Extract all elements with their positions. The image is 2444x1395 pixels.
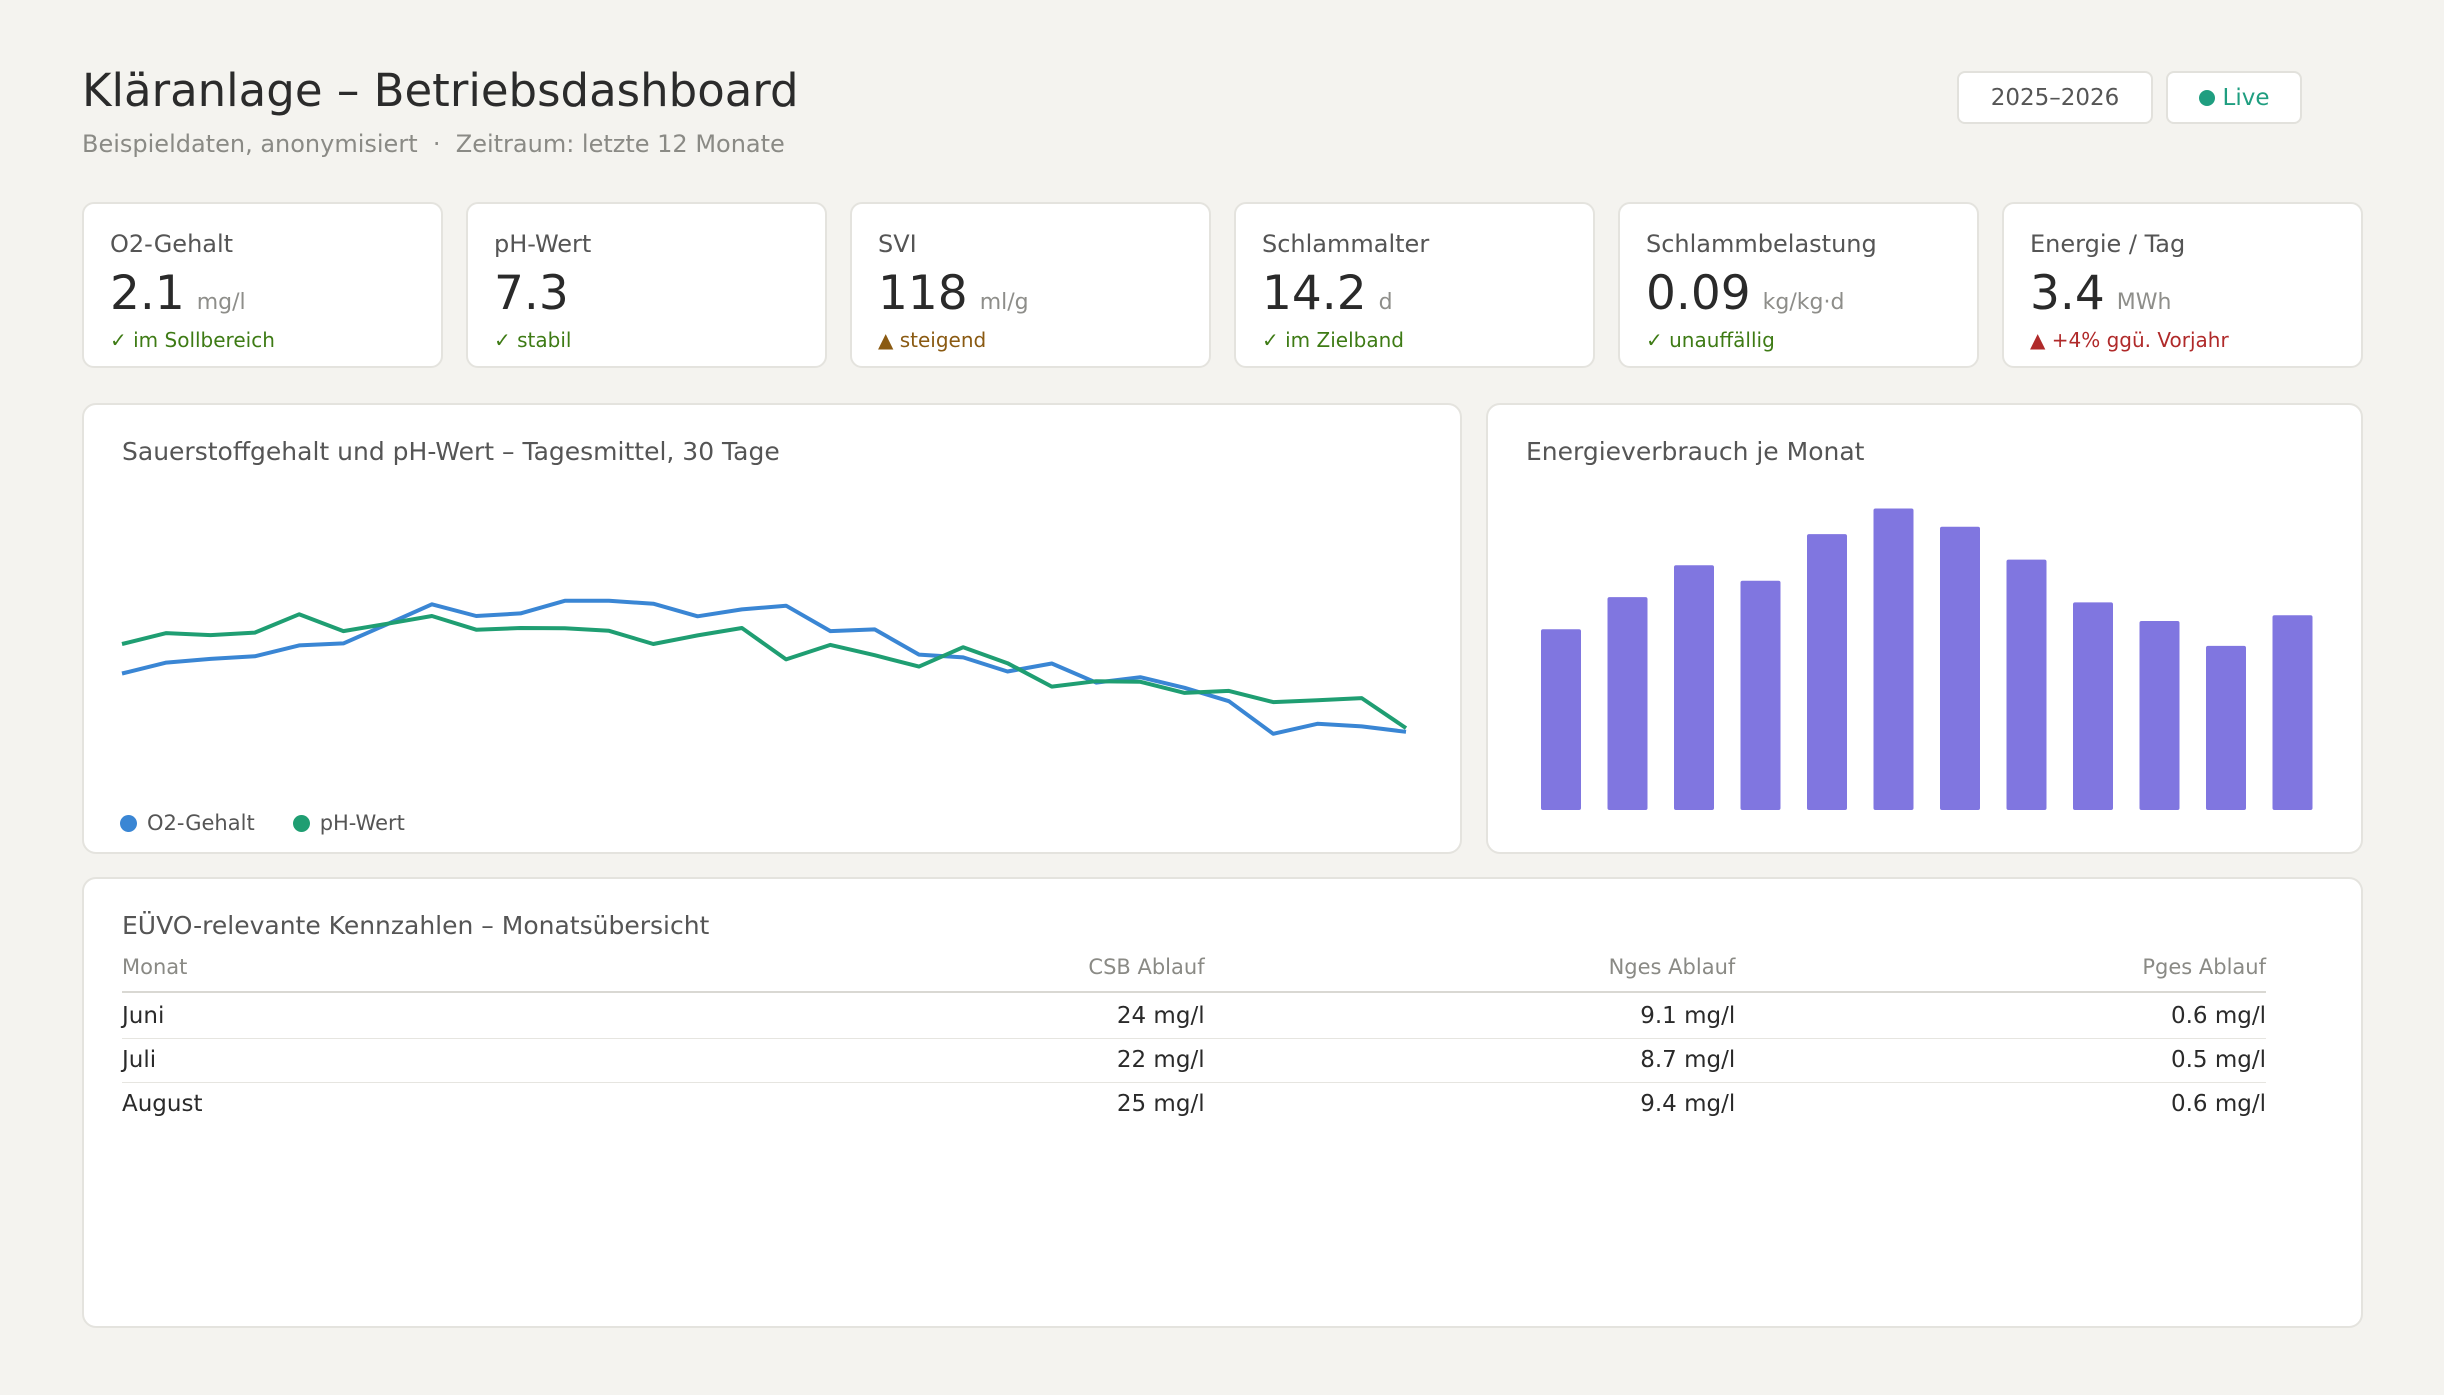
- bar-month-8: [2006, 559, 2047, 810]
- table-header-row: Monat CSB Ablauf Nges Ablauf Pges Ablauf: [122, 955, 2266, 993]
- period-label: 2025–2026: [1990, 84, 2120, 111]
- table-cell: 9.1 mg/l: [1204, 991, 1736, 1039]
- legend-item-o2: O2-Gehalt: [120, 811, 255, 835]
- table-cell: Juni: [122, 991, 667, 1039]
- kpi-card-svi: SVI 118 ml/g ▲ steigend: [850, 202, 1211, 368]
- table-cell: 0.6 mg/l: [2170, 1091, 2266, 1117]
- legend-item-ph: pH-Wert: [292, 811, 405, 835]
- kpi-label: SVI: [878, 230, 917, 258]
- legend-label: O2-Gehalt: [147, 811, 255, 835]
- table-cell: Juli: [122, 1038, 667, 1083]
- kpi-value: 14.2: [1262, 266, 1367, 321]
- kpi-status: ✓ im Sollbereich: [110, 328, 275, 352]
- bar-month-9: [2073, 602, 2113, 810]
- kpi-card-schlammbelastung: Schlammbelastung 0.09 kg/kg·d ✓ unauffäll…: [1618, 202, 1979, 368]
- page-title: Kläranlage – Betriebsdashboard: [82, 64, 799, 117]
- kpi-card-ph: pH-Wert 7.3 ✓ stabil: [466, 202, 827, 368]
- bar-month-4: [1740, 580, 1781, 810]
- kpi-value: 118: [878, 266, 968, 321]
- table-cell: 8.7 mg/l: [1204, 1038, 1736, 1083]
- column-header: CSB Ablauf: [666, 955, 1205, 993]
- kpi-unit: MWh: [2116, 290, 2172, 315]
- table-title: EÜVO-relevante Kennzahlen – Monatsübersi…: [122, 911, 710, 940]
- bar-month-3: [1674, 565, 1714, 810]
- bar-month-11: [2206, 645, 2246, 810]
- bar-month-10: [2139, 621, 2180, 810]
- kpi-value: 7.3: [494, 266, 569, 321]
- kpi-label: Schlammalter: [1262, 230, 1430, 258]
- line-chart-panel: Sauerstoffgehalt und pH-Wert – Tagesmitt…: [82, 403, 1462, 854]
- kpi-status: ✓ im Zielband: [1262, 328, 1404, 352]
- kpi-card-o2: O2-Gehalt 2.1 mg/l ✓ im Sollbereich: [82, 202, 443, 368]
- line-chart-title: Sauerstoffgehalt und pH-Wert – Tagesmitt…: [122, 437, 780, 466]
- kpi-value: 2.1: [110, 266, 185, 321]
- kpi-value: 0.09: [1646, 266, 1751, 321]
- series-line-ph: [121, 612, 1408, 730]
- legend-label: pH-Wert: [319, 811, 405, 835]
- live-label: Live: [2222, 84, 2270, 111]
- kennzahlen-table: Monat CSB Ablauf Nges Ablauf Pges Ablauf…: [122, 955, 2266, 1126]
- kpi-label: O2-Gehalt: [110, 230, 234, 258]
- kpi-label: Energie / Tag: [2030, 230, 2186, 258]
- table-row: Juli 22 mg/l 8.7 mg/l 0.5 mg/l: [122, 1038, 2266, 1083]
- live-dot-icon: [2198, 89, 2215, 106]
- table-cell: 24 mg/l: [666, 991, 1205, 1039]
- line-chart-legend: O2-Gehalt pH-Wert: [120, 811, 443, 835]
- kpi-status: ✓ stabil: [494, 328, 572, 352]
- table-cell: 9.4 mg/l: [1640, 1091, 1736, 1117]
- bar-month-7: [1940, 526, 1980, 810]
- bar-chart-panel: Energieverbrauch je Monat: [1486, 403, 2363, 854]
- kpi-unit: mg/l: [196, 290, 246, 315]
- kpi-label: Schlammbelastung: [1646, 230, 1877, 258]
- column-header: Monat: [122, 955, 667, 993]
- table-cell: 25 mg/l: [1116, 1091, 1205, 1117]
- kpi-card-energie: Energie / Tag 3.4 MWh ▲ +4% ggü. Vorjahr: [2002, 202, 2363, 368]
- kennzahlen-table-panel: EÜVO-relevante Kennzahlen – Monatsübersi…: [82, 877, 2363, 1328]
- bar-chart: [1541, 508, 2313, 810]
- kpi-unit: d: [1378, 290, 1393, 315]
- legend-dot-o2-icon: [120, 814, 137, 832]
- legend-dot-ph-icon: [292, 814, 310, 832]
- kpi-status: ▲ +4% ggü. Vorjahr: [2030, 328, 2229, 352]
- bar-month-1: [1541, 629, 1581, 810]
- bar-chart-title: Energieverbrauch je Monat: [1526, 437, 1865, 466]
- kpi-label: pH-Wert: [494, 230, 592, 258]
- bar-month-2: [1607, 597, 1648, 810]
- table-cell: 0.6 mg/l: [1735, 991, 2266, 1039]
- kpi-value: 3.4: [2030, 266, 2105, 321]
- kpi-unit: kg/kg·d: [1762, 290, 1845, 315]
- table-cell: 22 mg/l: [666, 1038, 1205, 1083]
- kpi-status: ▲ steigend: [878, 328, 987, 352]
- kpi-card-schlammalter: Schlammalter 14.2 d ✓ im Zielband: [1234, 202, 1595, 368]
- page-subtitle: Beispieldaten, anonymisiert · Zeitraum: …: [82, 130, 785, 158]
- bar-month-12: [2272, 615, 2313, 810]
- table-cell: August: [122, 1091, 203, 1117]
- bar-month-5: [1807, 534, 1847, 810]
- table-row: Juni 24 mg/l 9.1 mg/l 0.6 mg/l: [122, 991, 2266, 1039]
- period-selector[interactable]: 2025–2026: [1957, 71, 2153, 124]
- kpi-status: ✓ unauffällig: [1646, 328, 1775, 352]
- series-line-o2: [121, 598, 1407, 736]
- live-badge[interactable]: Live: [2166, 71, 2302, 124]
- column-header: Nges Ablauf: [1204, 955, 1736, 993]
- table-cell: 0.5 mg/l: [1735, 1038, 2266, 1083]
- line-chart: [121, 598, 1408, 736]
- bar-month-6: [1873, 508, 1914, 810]
- kpi-unit: ml/g: [979, 290, 1029, 315]
- column-header: Pges Ablauf: [1735, 955, 2266, 993]
- table-row: August 25 mg/l 9.4 mg/l 0.6 mg/l: [122, 1083, 2266, 1127]
